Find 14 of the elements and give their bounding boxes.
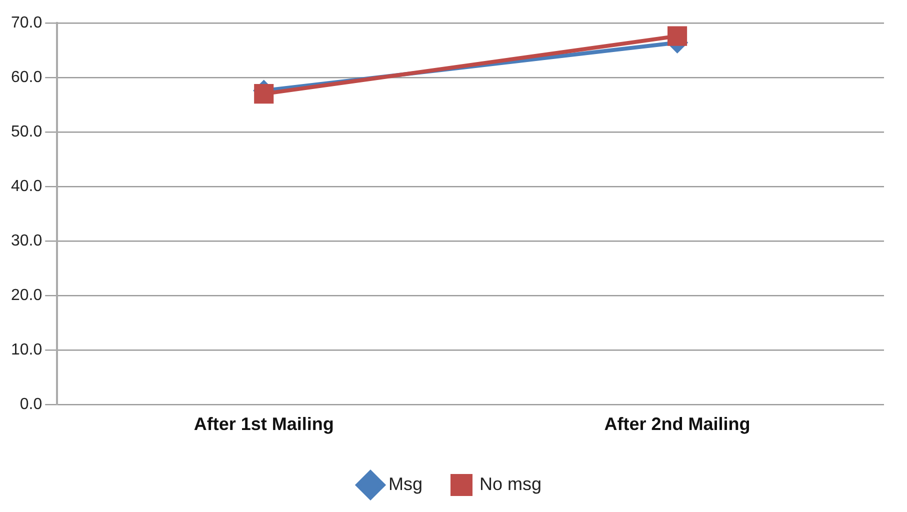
y-tick-label: 30.0 [11,232,42,250]
y-tick-label: 60.0 [11,68,42,86]
y-tick-label: 20.0 [11,286,42,304]
y-tick-label: 0.0 [20,396,42,413]
point [254,84,274,104]
y-tick-label: 70.0 [11,14,42,32]
y-tick-label: 10.0 [11,341,42,358]
y-tick-label: 50.0 [11,123,42,140]
point [668,26,688,46]
legend-label: No msg [479,474,542,494]
legend-label: Msg [388,474,423,494]
y-tick-label: 40.0 [11,178,42,195]
x-tick-label: After 1st Mailing [194,414,334,434]
x-tick-label: After 2nd Mailing [604,414,750,434]
